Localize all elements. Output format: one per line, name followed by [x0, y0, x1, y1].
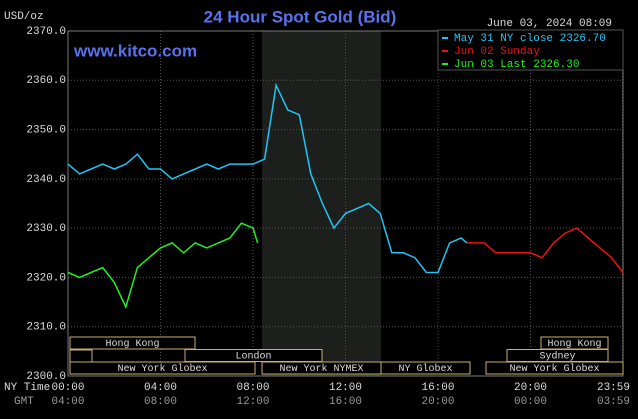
- session-label: New York Globex: [509, 363, 599, 375]
- session-label: New York Globex: [117, 363, 207, 375]
- y-tick-label: 2300.0: [26, 371, 66, 383]
- gmt-tick-label: 20:00: [421, 396, 454, 408]
- session-label: NY Globex: [398, 363, 452, 375]
- session-box: [69, 336, 196, 350]
- legend-label: May 31 NY close 2326.70: [454, 33, 606, 45]
- x-tick-label: 04:00: [144, 382, 177, 394]
- session-box: [485, 361, 624, 375]
- y-tick-label: 2340.0: [26, 174, 66, 186]
- session-box: [380, 361, 471, 375]
- legend-label: Jun 03 Last 2326.30: [454, 59, 579, 71]
- session-box: [69, 361, 256, 375]
- session-label: London: [235, 351, 271, 363]
- x-tick-label: 16:00: [421, 382, 454, 394]
- x-tick-label: 20:00: [514, 382, 547, 394]
- x-tick-label: 00:00: [51, 382, 84, 394]
- y-tick-label: 2310.0: [26, 322, 66, 334]
- session-box: [69, 349, 93, 363]
- x-tick-label: 12:00: [329, 382, 362, 394]
- gmt-tick-label: 08:00: [144, 396, 177, 408]
- gmt-tick-label: 12:00: [236, 396, 269, 408]
- gmt-tick-label: 16:00: [329, 396, 362, 408]
- x-tick-label: 08:00: [236, 382, 269, 394]
- session-label: Hong Kong: [547, 339, 601, 350]
- timestamp: June 03, 2024 08:09: [487, 18, 612, 30]
- series-line: [67, 222, 259, 310]
- y-tick-label: 2350.0: [26, 124, 66, 136]
- x-row-label: NY Time: [4, 382, 50, 394]
- session-label: Hong Kong: [105, 339, 159, 350]
- plot-border: [67, 30, 624, 377]
- legend-label: Jun 02 Sunday: [454, 46, 540, 58]
- series-line: [67, 82, 468, 274]
- gmt-tick-label: 04:00: [51, 396, 84, 408]
- y-tick-label: 2370.0: [26, 26, 66, 38]
- gmt-tick-label: 00:00: [514, 396, 547, 408]
- y-tick-label: 2320.0: [26, 272, 66, 284]
- gmt-tick-label: 03:59: [597, 396, 630, 408]
- session-label: Sydney: [539, 351, 575, 363]
- y-tick-label: 2330.0: [26, 223, 66, 235]
- gmt-row-label: GMT: [14, 396, 34, 408]
- x-tick-label: 23:59: [597, 382, 630, 394]
- legend-box: [437, 29, 624, 71]
- series-line: [466, 227, 624, 273]
- y-tick-label: 2360.0: [26, 75, 66, 87]
- website: www.kitco.com: [73, 41, 197, 60]
- unit-label: USD/oz: [4, 11, 44, 23]
- nymex-shade: [262, 31, 381, 376]
- chart-title: 24 Hour Spot Gold (Bid): [204, 7, 397, 26]
- session-label: New York NYMEX: [279, 363, 363, 375]
